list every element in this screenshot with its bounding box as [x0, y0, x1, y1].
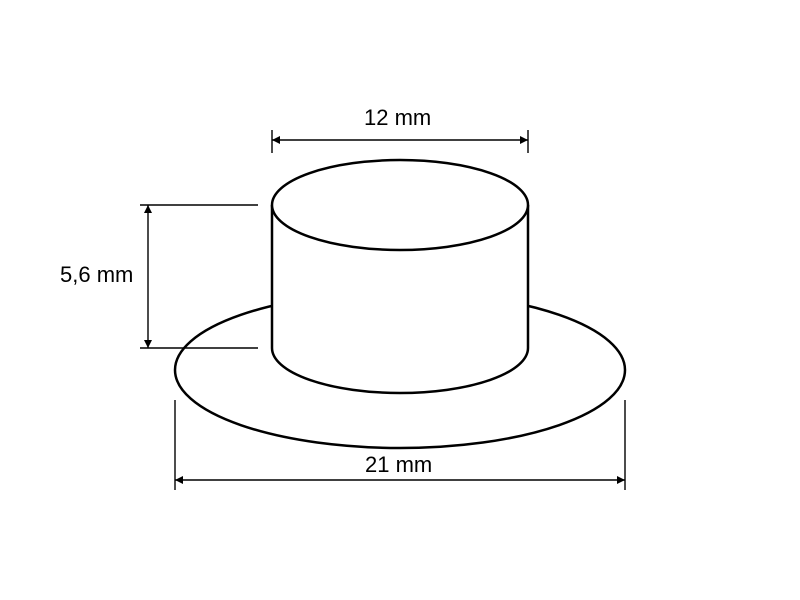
label-height: 5,6 mm: [60, 262, 133, 288]
drawing-svg: [0, 0, 800, 600]
label-base-diameter: 21 mm: [365, 452, 432, 478]
diagram-canvas: =|= 12 mm 5,6 mm 21 mm: [0, 0, 800, 600]
label-top-diameter: 12 mm: [364, 105, 431, 131]
